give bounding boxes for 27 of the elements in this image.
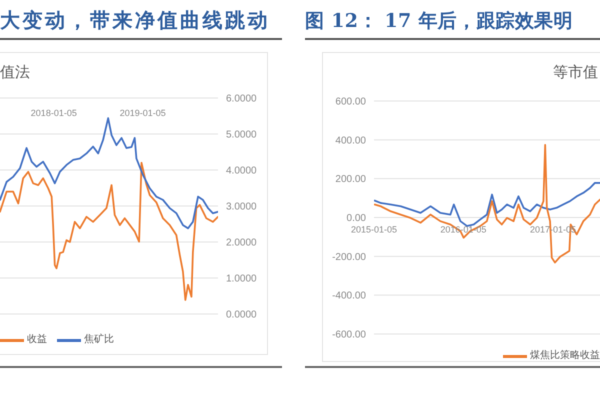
y-tick-label: -200.00: [332, 252, 366, 263]
x-tick-label: 2019-01-05: [120, 108, 166, 118]
y-tick-label: 1.0000: [226, 274, 258, 285]
line-series: [0, 117, 218, 230]
chart-title: 大变动，带来净值曲线跳动: [0, 7, 270, 33]
y-tick-label: 600.00: [335, 96, 366, 108]
y-tick-label: 200.00: [335, 174, 366, 186]
y-tick-label: 4.0000: [226, 166, 258, 177]
y-tick-label: 6.0000: [226, 94, 258, 105]
legend-label: 焦矿比: [84, 333, 114, 347]
y-tick-label: 2.0000: [226, 238, 258, 249]
x-tick-label: 2018-01-05: [30, 108, 77, 118]
chart-subtitle: 值法: [0, 63, 30, 83]
y-tick-label: 400.00: [335, 135, 366, 146]
line-series: [374, 182, 600, 227]
legend-label: 收益: [27, 333, 47, 347]
y-tick-label: 0.00: [346, 213, 366, 224]
line-series: [0, 162, 218, 301]
legend-label: 煤焦比策略收益: [530, 349, 600, 363]
chart-title: 图 12： 17 年后，跟踪效果明: [305, 9, 573, 34]
y-tick-label: 0.0000: [226, 310, 258, 321]
y-tick-label: 3.0000: [226, 202, 258, 213]
y-tick-label: -400.00: [332, 290, 366, 302]
y-tick-label: 5.0000: [226, 130, 258, 141]
x-tick-label: 2015-01-05: [350, 224, 398, 234]
y-tick-label: -600.00: [332, 330, 366, 341]
chart-subtitle: 等市值: [553, 63, 598, 83]
